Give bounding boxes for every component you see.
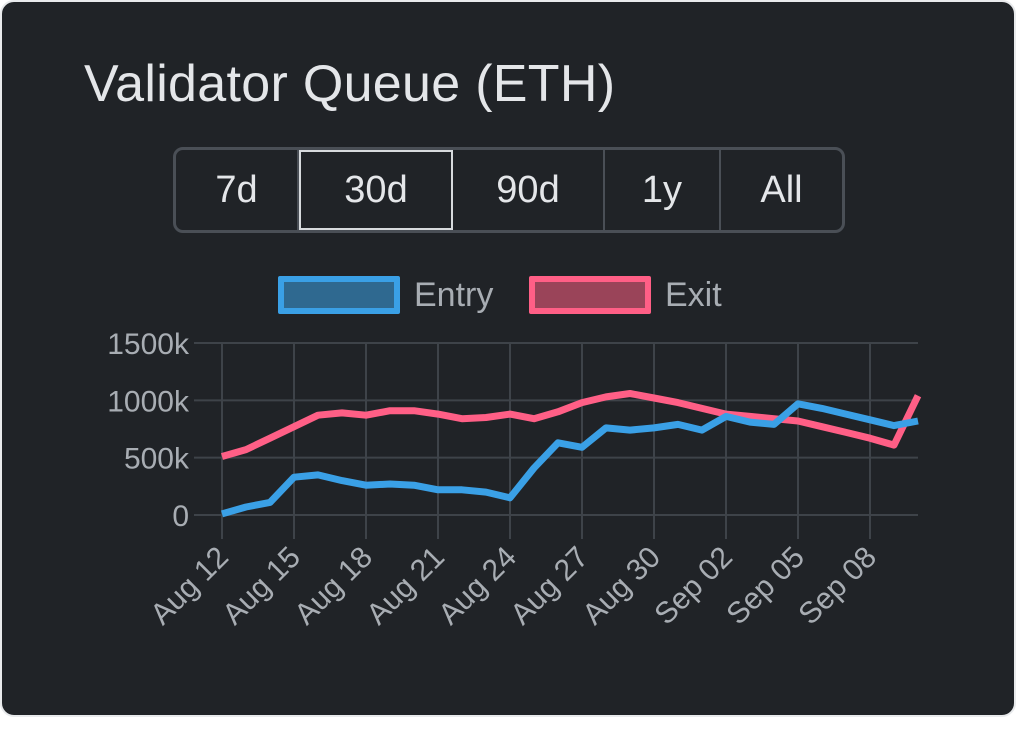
range-button-30d[interactable]: 30d: [299, 150, 453, 230]
y-tick-label: 1500k: [107, 328, 190, 361]
legend-label-entry: Entry: [414, 275, 494, 314]
range-button-all[interactable]: All: [721, 150, 842, 230]
entry-series-line: [221, 400, 919, 518]
x-tick-label: Aug 27: [504, 541, 595, 632]
y-tick-label: 500k: [124, 443, 190, 476]
x-tick-label: Aug 21: [360, 541, 451, 632]
legend-item-exit[interactable]: Exit: [529, 272, 722, 318]
x-tick-label: Aug 24: [432, 541, 523, 632]
range-button-7d[interactable]: 7d: [176, 150, 299, 230]
legend-swatch-exit: [529, 276, 651, 314]
y-tick-label: 1000k: [107, 385, 190, 418]
x-tick-label: Aug 30: [576, 541, 667, 632]
legend-label-exit: Exit: [665, 275, 722, 314]
time-range-selector: 7d 30d 90d 1y All: [173, 147, 845, 233]
card-title: Validator Queue (ETH): [84, 55, 616, 113]
range-button-1y[interactable]: 1y: [605, 150, 721, 230]
x-tick-label: Sep 02: [648, 541, 739, 632]
x-tick-label: Aug 18: [288, 541, 379, 632]
x-tick-label: Aug 12: [144, 541, 235, 632]
x-tick-label: Sep 05: [720, 541, 811, 632]
chart-card: Validator Queue (ETH) 7d 30d 90d 1y All …: [0, 0, 1016, 717]
legend-item-entry[interactable]: Entry: [278, 272, 493, 318]
x-tick-label: Sep 08: [792, 541, 883, 632]
range-button-90d[interactable]: 90d: [453, 150, 605, 230]
legend-swatch-entry: [278, 276, 400, 314]
exit-series-line: [221, 390, 922, 460]
x-tick-label: Aug 15: [216, 541, 307, 632]
y-tick-label: 0: [172, 500, 189, 533]
